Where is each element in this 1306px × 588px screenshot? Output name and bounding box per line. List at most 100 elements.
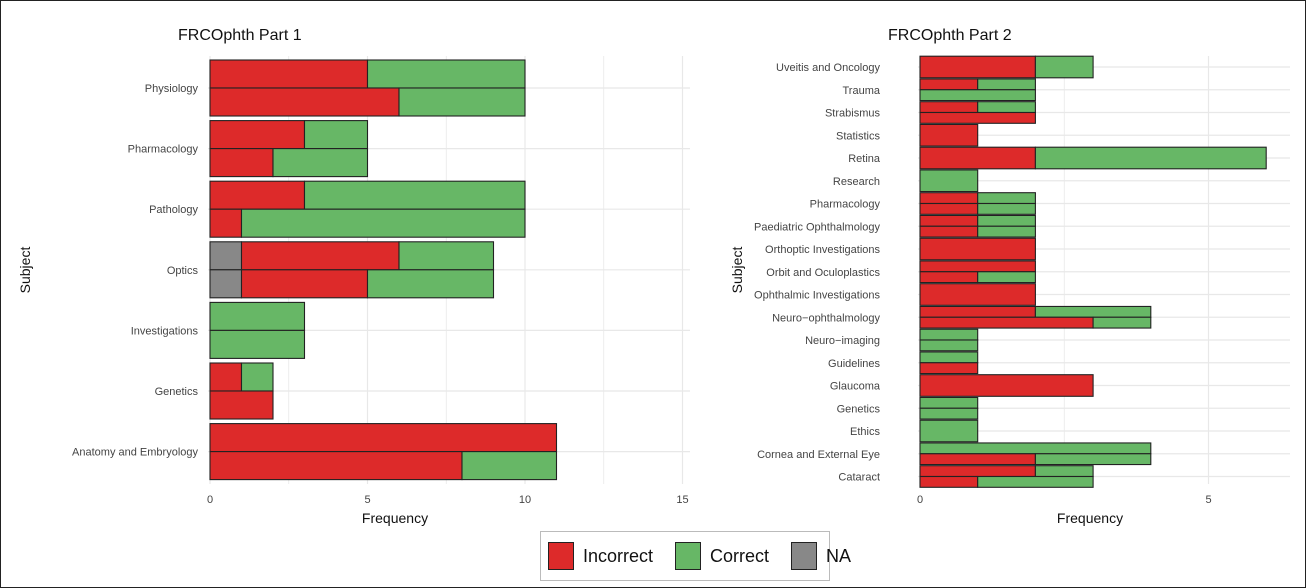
bar-pathology-correct xyxy=(240,208,526,238)
bar-neuro-ophthalmology-correct xyxy=(1034,305,1152,318)
legend-label-incorrect: Incorrect xyxy=(583,545,654,566)
bar-pharmacology-incorrect xyxy=(209,148,274,178)
bar-strabismus-correct xyxy=(977,101,1036,114)
bar-paediatric-ophthalmology-correct xyxy=(977,214,1036,227)
bar-optics-na xyxy=(209,269,243,299)
bar-orbit-and-oculoplastics-incorrect xyxy=(919,271,979,284)
bar-trauma-incorrect xyxy=(919,78,979,91)
y-tick-label: Guidelines xyxy=(828,358,880,370)
bar-uveitis-and-oncology-incorrect xyxy=(919,55,1036,79)
y-tick-label: Ethics xyxy=(850,426,880,438)
legend-item-na: NA xyxy=(791,542,851,570)
bar-trauma-correct xyxy=(919,89,1036,102)
bar-genetics-correct xyxy=(919,396,979,409)
bar-physiology-correct xyxy=(398,87,526,117)
x-tick-label: 0 xyxy=(207,494,213,506)
bar-optics-correct xyxy=(366,269,495,299)
y-tick-label: Genetics xyxy=(837,403,881,415)
bar-trauma-correct xyxy=(977,78,1036,91)
bar-physiology-incorrect xyxy=(209,87,400,117)
bar-optics-incorrect xyxy=(240,241,400,271)
legend: Incorrect Correct NA xyxy=(548,535,851,577)
y-tick-label: Trauma xyxy=(843,85,881,97)
y-tick-label: Physiology xyxy=(145,83,199,95)
y-tick-label: Strabismus xyxy=(825,108,881,120)
bar-pathology-incorrect xyxy=(209,208,243,238)
bar-glaucoma-incorrect xyxy=(919,374,1094,397)
y-tick-label: Pharmacology xyxy=(128,144,199,156)
x-axis-label: Frequency xyxy=(1057,510,1123,526)
legend-item-correct: Correct xyxy=(675,542,769,570)
bar-optics-incorrect xyxy=(240,269,369,299)
bar-cornea-and-external-eye-correct xyxy=(919,442,1152,455)
y-axis-label: Subject xyxy=(729,247,745,294)
y-tick-label: Statistics xyxy=(836,130,881,142)
bar-ethics-correct xyxy=(919,419,979,443)
legend-swatch-na xyxy=(791,542,818,570)
y-axis-label: Subject xyxy=(17,247,33,294)
chart-title: FRCOphth Part 2 xyxy=(888,27,1012,44)
y-tick-label: Neuro−ophthalmology xyxy=(772,312,880,324)
legend-swatch-correct xyxy=(675,542,702,570)
y-tick-label: Investigations xyxy=(131,325,199,337)
bar-cornea-and-external-eye-correct xyxy=(1034,453,1152,466)
bar-retina-correct xyxy=(1034,146,1267,170)
bar-pharmacology-correct xyxy=(303,120,369,150)
bar-pharmacology-incorrect xyxy=(919,192,979,205)
y-tick-label: Retina xyxy=(848,153,881,165)
bar-pathology-correct xyxy=(303,180,526,210)
bar-anatomy-and-embryology-incorrect xyxy=(209,423,558,453)
bar-pathology-incorrect xyxy=(209,180,306,210)
y-tick-label: Optics xyxy=(167,265,199,277)
x-axis-label: Frequency xyxy=(362,510,428,526)
y-tick-label: Pathology xyxy=(149,204,198,216)
y-tick-label: Research xyxy=(833,176,880,188)
x-tick-label: 0 xyxy=(917,494,923,506)
bar-strabismus-incorrect xyxy=(919,111,1036,124)
bar-cataract-correct xyxy=(1034,465,1094,478)
y-tick-label: Orbit and Oculoplastics xyxy=(766,267,880,279)
bar-cataract-incorrect xyxy=(919,465,1036,478)
bar-genetics-correct xyxy=(240,362,274,392)
bar-pharmacology-correct xyxy=(977,202,1036,215)
y-tick-label: Neuro−imaging xyxy=(805,335,880,347)
y-tick-label: Cornea and External Eye xyxy=(757,449,880,461)
bar-optics-correct xyxy=(398,241,495,271)
bar-neuro-imaging-correct xyxy=(919,339,979,352)
bar-genetics-correct xyxy=(919,407,979,420)
bar-orbit-and-oculoplastics-incorrect xyxy=(919,260,1036,273)
y-tick-label: Ophthalmic Investigations xyxy=(754,290,880,302)
bar-physiology-incorrect xyxy=(209,59,369,89)
chart-panel-2: FRCOphth Part 2 Frequency Subject 0 5 Uveitis… xyxy=(729,27,1290,526)
bar-pharmacology-correct xyxy=(272,148,369,178)
y-tick-label: Anatomy and Embryology xyxy=(72,447,198,459)
bar-optics-na xyxy=(209,241,243,271)
bar-orthoptic-investigations-incorrect xyxy=(919,237,1036,261)
y-tick-label: Glaucoma xyxy=(830,381,881,393)
y-tick-label: Paediatric Ophthalmology xyxy=(754,221,880,233)
bar-neuro-ophthalmology-incorrect xyxy=(919,305,1036,318)
bar-neuro-ophthalmology-correct xyxy=(1092,316,1152,329)
x-tick-label: 5 xyxy=(364,494,370,506)
chart-title: FRCOphth Part 1 xyxy=(178,27,302,44)
bar-paediatric-ophthalmology-incorrect xyxy=(919,214,979,227)
y-tick-label: Genetics xyxy=(155,386,199,398)
bar-research-correct xyxy=(919,169,979,193)
bar-genetics-incorrect xyxy=(209,390,274,420)
bar-cataract-incorrect xyxy=(919,475,979,488)
bar-retina-incorrect xyxy=(919,146,1036,170)
bar-strabismus-incorrect xyxy=(919,101,979,114)
bar-orbit-and-oculoplastics-correct xyxy=(977,271,1036,284)
legend-item-incorrect: Incorrect xyxy=(548,542,653,570)
bar-physiology-correct xyxy=(366,59,526,89)
bar-genetics-incorrect xyxy=(209,362,243,392)
bar-cataract-correct xyxy=(977,475,1094,488)
bar-pharmacology-incorrect xyxy=(209,120,306,150)
bar-statistics-incorrect xyxy=(919,123,979,147)
bar-uveitis-and-oncology-correct xyxy=(1034,55,1094,79)
bar-cornea-and-external-eye-incorrect xyxy=(919,453,1036,466)
legend-label-na: NA xyxy=(826,545,852,566)
bar-neuro-imaging-correct xyxy=(919,328,979,341)
